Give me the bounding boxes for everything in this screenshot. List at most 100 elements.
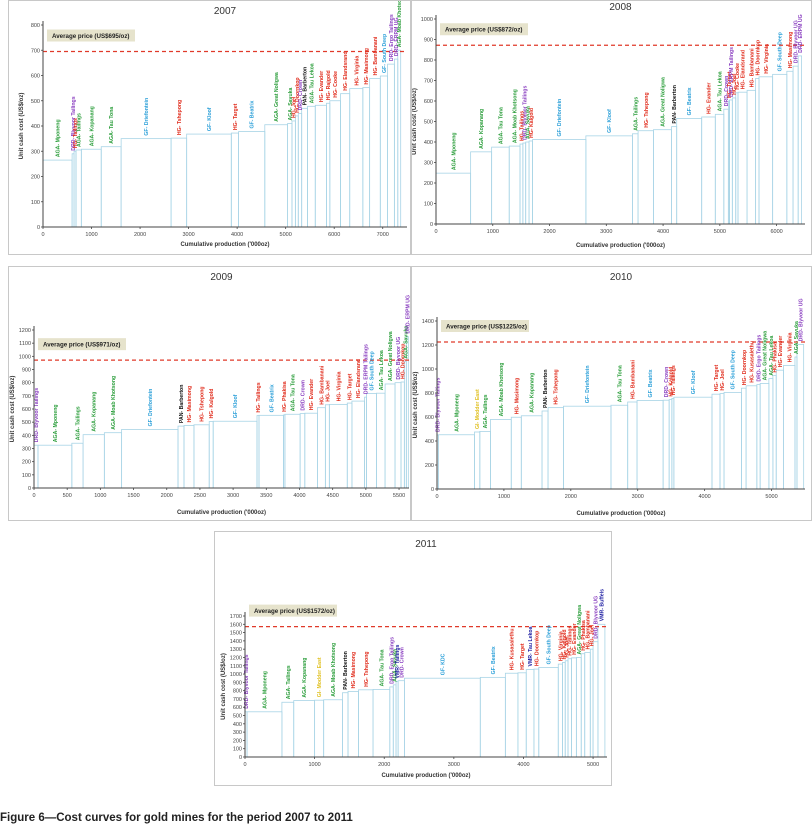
mine-step: [741, 387, 747, 490]
mine-label: HG- Joel: [732, 73, 738, 95]
mine-step: [384, 383, 396, 489]
mine-step: [585, 135, 633, 225]
y-tick-label: 100: [31, 200, 40, 206]
mine-step: [756, 384, 761, 490]
y-tick-label: 1000: [230, 672, 242, 678]
mine-step: [208, 421, 214, 489]
mine-label: GF- Beatrix: [491, 646, 497, 674]
cost-curve-chart: 2009 Average price (US$971/oz) DRD- Blyvoo…: [10, 272, 411, 516]
mine-label: HG- Virginia: [787, 332, 793, 362]
x-tick-label: 2000: [565, 494, 577, 500]
mine-label: AGA- Tau Tona: [291, 374, 297, 411]
mine-label: HG- Kusasalethu: [749, 341, 755, 383]
mine-label: HG- Cooke: [735, 63, 741, 90]
mine-step: [387, 63, 395, 228]
mine-label: HG- Kalgold: [529, 108, 535, 138]
x-tick-label: 1000: [308, 762, 320, 768]
mine-label: HG- Target: [727, 71, 733, 98]
chart-panel-2008: 2008 Average price (US$872/oz) AGA- Mponen…: [411, 0, 812, 255]
y-tick-label: 900: [233, 680, 242, 686]
x-axis-label: Cumulative production ('000oz): [576, 243, 665, 249]
y-tick-label: 1500: [230, 631, 242, 637]
mine-step: [786, 70, 794, 225]
mine-label: AGA- Tau Lekoa: [309, 63, 315, 103]
x-tick-label: 3000: [227, 493, 239, 499]
x-tick-label: 0: [434, 229, 437, 235]
mine-step: [183, 425, 195, 489]
chart-title: 2011: [415, 539, 437, 550]
chart-title: 2009: [210, 272, 233, 283]
chart-panel-2010: 2010 Average price (US$1225/oz) DRD- Blyvo…: [411, 266, 812, 521]
mine-label: AGA- Great Noligwa: [577, 605, 583, 655]
y-tick-label: 400: [233, 722, 242, 728]
mine-label: AGA- Mponeng: [262, 671, 268, 709]
mine-label: AGA- Moab Khotsong: [499, 363, 505, 417]
mine-label: HG- Evander: [706, 83, 712, 114]
mine-label: HG- Tshepong: [200, 386, 206, 421]
y-axis-label: Unit cash cost (US$/oz): [221, 653, 227, 720]
mine-step: [297, 112, 303, 228]
mine-step: [538, 667, 559, 758]
y-axis-label: Unit cash cost (US$/oz): [10, 376, 16, 443]
mine-label: GF- Kloof: [691, 370, 697, 394]
mine-step: [547, 407, 564, 490]
x-tick-label: 4000: [699, 494, 711, 500]
x-axis-label: Cumulative production ('000oz): [180, 242, 269, 248]
mine-label: HG- Elandsrand: [343, 51, 349, 90]
mine-step: [435, 172, 472, 225]
x-tick-label: 4000: [293, 493, 305, 499]
mine-step: [349, 88, 364, 228]
x-tick-label: 3000: [600, 229, 612, 235]
mine-step: [347, 691, 359, 758]
mine-label: AGA- Tailings: [77, 113, 83, 147]
mine-label: DRD- Blyvoor Tailings: [71, 96, 77, 150]
mine-step: [392, 684, 397, 758]
mine-step: [597, 623, 606, 758]
x-tick-label: 5000: [360, 493, 372, 499]
mine-step: [326, 102, 331, 228]
mine-label: DRD- ERPM UG: [405, 295, 411, 334]
mine-label: DRD- Blyvoor UG: [798, 298, 804, 341]
y-tick-label: 100: [233, 747, 242, 753]
x-tick-label: 7000: [377, 232, 389, 238]
x-tick-label: 0: [435, 494, 438, 500]
mine-label: HG- Masimong: [514, 378, 520, 415]
mine-label: GI- Modder East: [317, 657, 323, 697]
mine-step: [533, 668, 540, 758]
y-tick-label: 900: [22, 368, 31, 374]
mine-step: [711, 393, 721, 490]
mine-label: GF- South Deep: [370, 351, 376, 390]
mine-label: HG- Tshepong: [554, 369, 560, 404]
x-tick-label: 4000: [231, 232, 243, 238]
mine-label: AGA- Tailings: [75, 406, 81, 440]
mine-label: AGA- Great Noligwa: [661, 77, 667, 127]
y-tick-label: 500: [233, 714, 242, 720]
mine-step: [362, 87, 371, 228]
mine-label: HG- Doornkop: [742, 350, 748, 385]
mine-label: HG- Evander: [309, 379, 315, 410]
mine-label: HG- Virginia: [354, 56, 360, 86]
mine-step: [394, 382, 402, 489]
mine-step: [564, 660, 569, 758]
y-tick-label: 200: [22, 460, 31, 466]
mine-step: [342, 692, 349, 758]
mine-step: [575, 657, 582, 758]
x-tick-label: 3000: [448, 762, 460, 768]
mine-step: [314, 699, 325, 758]
mine-label: AGA- Mponeng: [56, 119, 62, 157]
mine-step: [258, 414, 284, 489]
mine-label: PAN- Barberton: [672, 85, 678, 124]
y-tick-label: 800: [425, 391, 434, 397]
mine-label: DRD- Blyvoor Tailings: [244, 654, 250, 708]
mine-step: [673, 396, 713, 490]
x-tick-label: 0: [41, 232, 44, 238]
mine-label: HG- Tailings: [73, 118, 79, 148]
mine-label: GF- South Deep: [731, 350, 737, 389]
mine-label: PAN- Barberton: [303, 67, 309, 106]
mine-step: [307, 105, 316, 228]
mine-step: [723, 108, 729, 225]
mine-step: [519, 143, 524, 225]
mine-label: HG- Joel: [292, 96, 298, 118]
mine-step: [393, 58, 399, 228]
average-price-box: [249, 604, 337, 617]
